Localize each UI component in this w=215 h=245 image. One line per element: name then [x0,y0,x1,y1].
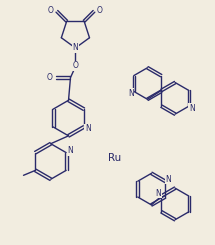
Text: O: O [72,61,78,70]
Text: N: N [165,175,171,184]
Text: Ru: Ru [108,153,121,162]
Text: O: O [97,6,103,15]
Text: N: N [72,43,78,52]
Text: N: N [85,124,91,134]
Text: N: N [156,189,161,197]
Text: N: N [128,89,134,98]
Text: O: O [47,73,53,82]
Text: N: N [189,104,195,113]
Text: N: N [67,146,73,155]
Text: O: O [48,6,54,15]
